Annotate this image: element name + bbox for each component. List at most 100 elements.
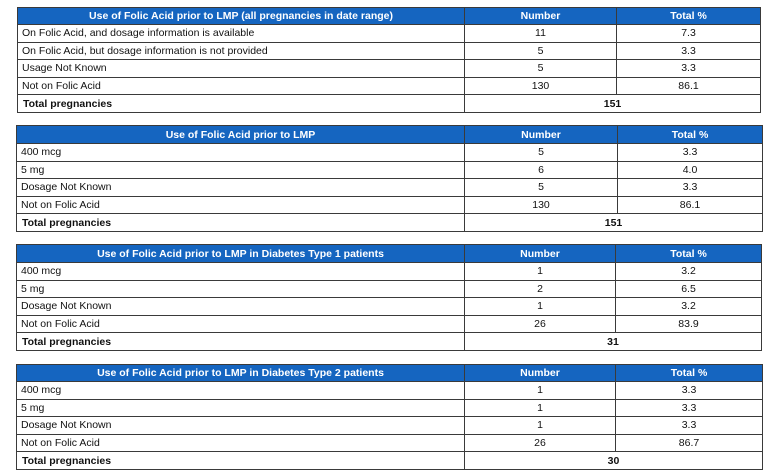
table-row: Dosage Not Known 1 3.2 [16,297,762,316]
row-total-percent: 7.3 [616,24,761,43]
row-total-percent: 86.1 [616,76,761,96]
total-label: Total pregnancies [16,332,465,351]
row-label: Not on Folic Acid [17,76,465,96]
table-body: 400 mcg 1 3.2 5 mg 2 6.5 Dosage Not Known 1 3.2 N… [16,262,762,351]
table-row: Dosage Not Known 1 3.3 [16,416,763,435]
table-row: On Folic Acid, and dosage information is… [17,24,761,43]
table-body: On Folic Acid, and dosage information is… [17,24,761,113]
table-header: Use of Folic Acid prior to LMP in Diabet… [16,364,763,382]
row-label: 5 mg [16,279,465,299]
row-total-percent: 3.3 [615,381,763,400]
row-number: 5 [464,178,618,197]
row-total-percent: 3.3 [617,143,763,162]
row-label: 400 mcg [16,143,465,162]
column-header-category: Use of Folic Acid prior to LMP in Diabet… [16,364,465,382]
row-total-percent: 6.5 [615,279,762,299]
table-row: Usage Not Known 5 3.3 [17,59,761,78]
total-row: Total pregnancies 31 [16,332,762,351]
total-value: 30 [464,451,763,470]
row-label: 400 mcg [16,381,465,400]
table-row: Not on Folic Acid 130 86.1 [17,76,761,96]
row-label: 5 mg [16,398,465,418]
folic-acid-table-1: Use of Folic Acid prior to LMP (all preg… [17,7,761,113]
table-row: 5 mg 1 3.3 [16,398,763,418]
row-number: 130 [464,195,618,215]
row-number: 26 [464,433,616,453]
header-row: Use of Folic Acid prior to LMP in Diabet… [16,244,762,263]
row-number: 26 [464,314,616,334]
row-label: Not on Folic Acid [16,195,465,215]
row-label: Dosage Not Known [16,297,465,316]
folic-acid-table-4: Use of Folic Acid prior to LMP in Diabet… [16,364,763,470]
column-header-total-percent: Total % [615,244,762,263]
column-header-number: Number [464,244,616,263]
row-total-percent: 83.9 [615,314,762,334]
row-label: Not on Folic Acid [16,314,465,334]
table-row: 5 mg 2 6.5 [16,279,762,299]
row-total-percent: 3.3 [615,416,763,435]
table-row: Not on Folic Acid 26 86.7 [16,433,763,453]
total-value: 151 [464,94,761,113]
total-row: Total pregnancies 30 [16,451,763,470]
total-label: Total pregnancies [16,213,465,232]
row-number: 5 [464,41,617,61]
table-row: 400 mcg 1 3.3 [16,381,763,400]
row-total-percent: 3.3 [617,178,763,197]
column-header-category: Use of Folic Acid prior to LMP in Diabet… [16,244,465,263]
row-label: On Folic Acid, and dosage information is… [17,24,465,43]
folic-acid-table-2: Use of Folic Acid prior to LMP Number Tota… [16,125,763,232]
row-label: Dosage Not Known [16,178,465,197]
column-header-category: Use of Folic Acid prior to LMP [16,125,465,144]
column-header-total-percent: Total % [616,7,761,25]
header-row: Use of Folic Acid prior to LMP (all preg… [17,7,761,25]
row-total-percent: 3.3 [616,59,761,78]
column-header-number: Number [464,364,616,382]
total-label: Total pregnancies [17,94,465,113]
folic-acid-table-3: Use of Folic Acid prior to LMP in Diabet… [16,244,762,351]
table-row: On Folic Acid, but dosage information is… [17,41,761,61]
row-number: 5 [464,143,618,162]
row-label: 400 mcg [16,262,465,281]
table-body: 400 mcg 1 3.3 5 mg 1 3.3 Dosage Not Known 1 3.3 N… [16,381,763,470]
row-number: 2 [464,279,616,299]
row-number: 5 [464,59,617,78]
table-row: 400 mcg 5 3.3 [16,143,763,162]
table-body: 400 mcg 5 3.3 5 mg 6 4.0 Dosage Not Known 5 3.3 N… [16,143,763,232]
row-number: 1 [464,262,616,281]
row-label: Dosage Not Known [16,416,465,435]
table-header: Use of Folic Acid prior to LMP in Diabet… [16,244,762,263]
total-row: Total pregnancies 151 [16,213,763,232]
row-total-percent: 86.1 [617,195,763,215]
row-label: 5 mg [16,160,465,180]
row-number: 11 [464,24,617,43]
table-header: Use of Folic Acid prior to LMP (all preg… [17,7,761,25]
row-number: 1 [464,416,616,435]
row-number: 1 [464,398,616,418]
table-row: 5 mg 6 4.0 [16,160,763,180]
row-number: 6 [464,160,618,180]
column-header-number: Number [464,7,617,25]
row-label: On Folic Acid, but dosage information is… [17,41,465,61]
row-label: Usage Not Known [17,59,465,78]
row-number: 1 [464,381,616,400]
total-value: 151 [464,213,763,232]
total-row: Total pregnancies 151 [17,94,761,113]
total-label: Total pregnancies [16,451,465,470]
table-row: Dosage Not Known 5 3.3 [16,178,763,197]
row-total-percent: 3.3 [616,41,761,61]
table-row: 400 mcg 1 3.2 [16,262,762,281]
row-total-percent: 3.3 [615,398,763,418]
row-total-percent: 3.2 [615,297,762,316]
row-total-percent: 86.7 [615,433,763,453]
column-header-category: Use of Folic Acid prior to LMP (all preg… [17,7,465,25]
row-total-percent: 4.0 [617,160,763,180]
header-row: Use of Folic Acid prior to LMP in Diabet… [16,364,763,382]
column-header-total-percent: Total % [617,125,763,144]
row-number: 1 [464,297,616,316]
row-total-percent: 3.2 [615,262,762,281]
header-row: Use of Folic Acid prior to LMP Number Tota… [16,125,763,144]
column-header-number: Number [464,125,618,144]
row-label: Not on Folic Acid [16,433,465,453]
table-row: Not on Folic Acid 26 83.9 [16,314,762,334]
column-header-total-percent: Total % [615,364,763,382]
